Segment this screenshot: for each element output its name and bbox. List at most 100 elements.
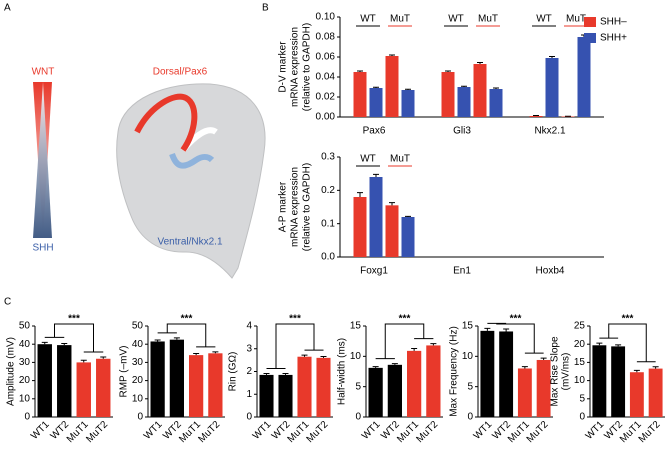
x-tick-label: WT1 <box>360 419 383 442</box>
error-bar <box>615 344 622 347</box>
group-label: MuT <box>390 14 410 25</box>
y-tick-label: 0.00 <box>316 112 336 123</box>
error-bar <box>405 215 411 217</box>
y-tick-label: 15 <box>462 321 474 332</box>
y-tick-label: 0 <box>246 412 252 423</box>
bar <box>353 197 367 257</box>
y-tick-label: 0 <box>24 412 30 423</box>
error-bar <box>373 173 379 177</box>
legend-swatch <box>584 17 596 27</box>
bar <box>189 355 204 417</box>
y-axis-label: (relative to GAPDH) <box>302 163 313 251</box>
y-tick-label: 30 <box>132 357 144 368</box>
y-tick-label: 50 <box>132 321 144 332</box>
error-bar <box>282 373 289 375</box>
bar <box>76 362 91 417</box>
error-bar <box>372 366 379 368</box>
x-tick-label: WT1 <box>251 419 274 442</box>
x-tick-label: WT1 <box>584 419 607 442</box>
y-tick-label: 1 <box>246 389 252 400</box>
significance-label: *** <box>399 314 411 325</box>
y-axis-label: Amplitude (mV) <box>6 337 17 406</box>
bar <box>259 374 274 417</box>
bar <box>385 205 399 257</box>
y-tick-label: 0 <box>355 412 361 423</box>
y-tick-label: 10 <box>132 393 144 404</box>
bar <box>316 357 331 417</box>
y-tick-label: 5 <box>467 381 473 392</box>
x-tick-label: Hoxb4 <box>536 266 565 277</box>
y-tick-label: 10 <box>350 351 362 362</box>
y-tick-label: 0.2 <box>321 185 335 196</box>
x-tick-label: MuT2 <box>84 419 110 445</box>
significance-bracket <box>157 323 216 348</box>
bar <box>489 89 503 117</box>
error-bar <box>263 373 270 375</box>
significance-bracket <box>375 323 434 360</box>
bar <box>441 72 455 117</box>
bar <box>648 368 663 417</box>
y-tick-label: 5 <box>355 381 361 392</box>
y-tick-label: 10 <box>462 351 474 362</box>
y-tick-label: 0.3 <box>321 152 335 163</box>
error-bar <box>301 354 308 357</box>
error-bar <box>357 192 363 197</box>
y-axis-label: Max Rise Slope <box>550 336 561 406</box>
bar <box>592 345 607 417</box>
error-bar <box>41 341 48 345</box>
shh-gradient <box>33 82 52 238</box>
wnt-label: WNT <box>32 67 55 78</box>
panel-label: C <box>4 297 11 308</box>
bar <box>401 217 415 257</box>
bar <box>611 346 626 417</box>
panel-label: B <box>262 3 269 14</box>
group-label: WT <box>360 154 376 165</box>
significance-bracket <box>487 322 544 354</box>
x-tick-label: Gli3 <box>453 126 471 137</box>
y-tick-label: 0.10 <box>316 12 336 23</box>
y-tick-label: 0.02 <box>316 92 336 103</box>
y-axis-label: Half-width (ms) <box>337 338 348 405</box>
y-tick-label: 15 <box>574 357 586 368</box>
x-tick-label: MuT2 <box>415 419 441 445</box>
y-tick-label: 10 <box>19 393 31 404</box>
y-axis-label: (mV/ms) <box>561 353 572 391</box>
x-tick-label: MuT2 <box>637 419 663 445</box>
bar <box>407 350 422 417</box>
error-bar <box>521 366 528 369</box>
x-tick-label: WT1 <box>29 419 52 442</box>
significance-label: *** <box>289 314 301 325</box>
error-bar <box>389 54 395 56</box>
bar <box>457 87 471 117</box>
x-tick-label: En1 <box>453 266 471 277</box>
y-tick-label: 3 <box>246 343 252 354</box>
error-bar <box>405 88 411 90</box>
ventral-region <box>169 152 215 169</box>
bar <box>387 364 402 417</box>
panel-a-diagram: WNT SHH Dorsal/Pax6 Ventral/Nkx2.1 <box>32 67 266 279</box>
x-tick-label: WT1 <box>472 419 495 442</box>
significance-bracket <box>266 323 324 370</box>
y-tick-label: 30 <box>19 357 31 368</box>
group-label: MuT <box>566 14 586 25</box>
y-axis-label: Max Frequency (Hz) <box>449 326 460 417</box>
group-label: WT <box>448 14 464 25</box>
bar <box>150 341 165 417</box>
y-tick-label: 40 <box>19 339 31 350</box>
error-bar <box>477 62 483 64</box>
y-axis-label: RMP (–mV) <box>119 345 130 397</box>
error-bar <box>461 85 467 87</box>
error-bar <box>389 202 395 206</box>
significance-label: *** <box>181 314 193 325</box>
y-tick-label: 15 <box>350 321 362 332</box>
bar <box>536 359 551 417</box>
bar <box>499 331 514 417</box>
y-tick-label: 0.04 <box>316 72 336 83</box>
group-label: WT <box>536 14 552 25</box>
dorsal-label: Dorsal/Pax6 <box>153 67 208 78</box>
error-bar <box>193 352 200 356</box>
x-tick-label: MuT2 <box>197 419 223 445</box>
error-bar <box>61 342 68 346</box>
y-axis-label: A-P marker <box>278 181 289 232</box>
